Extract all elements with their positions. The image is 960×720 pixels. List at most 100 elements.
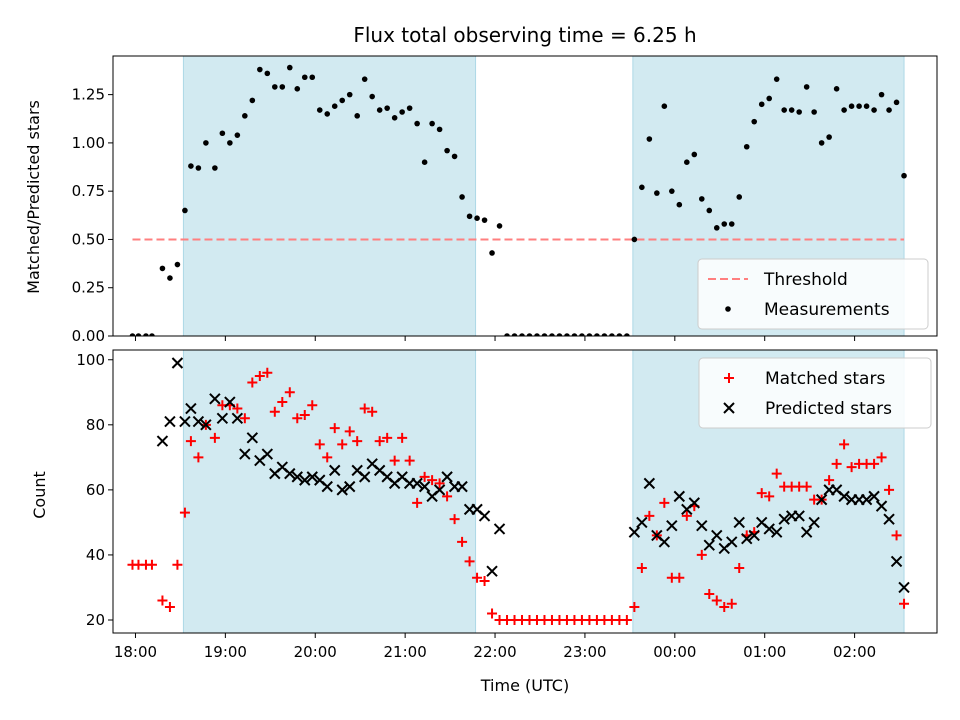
predicted-star-point xyxy=(860,493,873,506)
predicted-star-point xyxy=(666,519,678,532)
measurement-point xyxy=(421,159,428,166)
matched-star-point xyxy=(367,406,378,417)
predicted-star-point xyxy=(306,471,318,483)
predicted-star-point xyxy=(643,477,656,490)
measurement-point xyxy=(639,184,645,191)
measurement-point xyxy=(272,84,278,90)
matched-star-point xyxy=(756,488,767,499)
predicted-star-point xyxy=(216,412,229,425)
matched-star-point xyxy=(322,452,333,463)
matched-star-point xyxy=(314,439,325,450)
y-tick-label: 20 xyxy=(86,611,105,629)
matched-star-point xyxy=(487,608,498,619)
measurement-point xyxy=(833,86,840,92)
legend-marker xyxy=(724,373,734,383)
measurement-point xyxy=(346,91,353,98)
measurement-point xyxy=(698,196,705,202)
matched-star-point xyxy=(193,452,204,463)
measurement-point xyxy=(203,140,209,146)
measurement-point xyxy=(219,130,226,137)
matched-star-point xyxy=(254,371,265,382)
measurement-point xyxy=(489,250,495,256)
measurement-point xyxy=(339,97,346,104)
x-tick-label: 00:00 xyxy=(653,643,696,661)
matched-star-point xyxy=(262,367,273,378)
measurement-point xyxy=(301,74,308,81)
measurement-point xyxy=(886,107,892,113)
predicted-star-point xyxy=(299,474,311,486)
predicted-star-point xyxy=(411,477,423,490)
bottom-y-axis-label: Count xyxy=(30,471,49,519)
matched-star-point xyxy=(434,478,445,489)
measurement-point xyxy=(556,333,563,336)
matched-star-point xyxy=(771,468,782,479)
matched-star-point xyxy=(404,455,415,466)
measurement-point xyxy=(481,217,488,223)
measurement-point xyxy=(369,93,375,100)
predicted-star-point xyxy=(246,432,259,444)
measurement-point xyxy=(706,207,713,214)
measurement-point xyxy=(818,140,825,146)
measurement-point xyxy=(391,114,398,121)
y-tick-label: 1.00 xyxy=(72,134,105,152)
matched-star-point xyxy=(479,575,490,586)
matched-star-point xyxy=(359,403,370,414)
x-tick-label: 22:00 xyxy=(473,643,516,661)
top-y-axis-label: Matched/Predicted stars xyxy=(24,100,43,294)
measurement-point xyxy=(878,91,885,98)
measurement-point xyxy=(601,333,608,336)
measurement-point xyxy=(541,333,548,336)
measurement-point xyxy=(399,109,405,115)
predicted-star-point xyxy=(703,539,715,551)
matched-star-point xyxy=(307,400,318,411)
observing-window-1 xyxy=(182,55,477,337)
measurement-point xyxy=(264,70,271,77)
measurement-point xyxy=(451,153,458,160)
measurement-point xyxy=(324,111,331,117)
measurement-point xyxy=(129,333,136,336)
measurement-point xyxy=(511,333,518,336)
matched-star-point xyxy=(681,510,692,521)
matched-star-point xyxy=(284,387,295,398)
measurement-point xyxy=(504,333,510,336)
matched-star-point xyxy=(636,562,647,573)
matched-star-point xyxy=(674,572,685,583)
measurement-point xyxy=(766,95,773,102)
top-panel: 0.00 0.25 0.50 0.75 1.00 1.25 Threshold Measure… xyxy=(72,55,938,345)
x-tick-label: 19:00 xyxy=(204,643,247,661)
measurement-point xyxy=(195,165,202,171)
matched-star-point xyxy=(711,595,722,606)
matched-star-point xyxy=(389,455,400,466)
measurement-point xyxy=(249,97,256,104)
matched-star-point xyxy=(846,462,857,473)
measurement-point xyxy=(182,207,188,214)
predicted-star-point xyxy=(329,464,341,477)
measurement-point xyxy=(586,333,593,336)
matched-star-point xyxy=(232,403,243,414)
predicted-star-point xyxy=(418,480,431,493)
y-tick-label: 100 xyxy=(76,351,105,369)
y-tick-label: 1.25 xyxy=(72,86,105,104)
predicted-star-point xyxy=(200,419,212,431)
measurement-point xyxy=(143,333,149,336)
predicted-star-point xyxy=(838,490,850,503)
measurement-point xyxy=(174,261,181,268)
measurement-point xyxy=(721,221,728,227)
matched-star-point xyxy=(734,562,745,573)
matched-star-point xyxy=(764,491,775,502)
matched-star-point xyxy=(329,423,340,434)
matched-star-point xyxy=(419,471,430,482)
predicted-star-point xyxy=(192,415,205,428)
observing-window-1 xyxy=(182,349,477,634)
legend-marker xyxy=(725,306,731,312)
predicted-star-point xyxy=(883,513,895,525)
measurement-point xyxy=(646,136,653,142)
legend: Matched stars Predicted stars xyxy=(698,357,932,429)
predicted-star-point xyxy=(778,513,790,525)
predicted-star-point xyxy=(433,484,446,496)
measurement-point xyxy=(309,74,316,81)
matched-star-point xyxy=(146,559,157,570)
predicted-star-point xyxy=(793,510,805,522)
predicted-star-point xyxy=(291,471,303,483)
measurement-point xyxy=(841,107,847,113)
